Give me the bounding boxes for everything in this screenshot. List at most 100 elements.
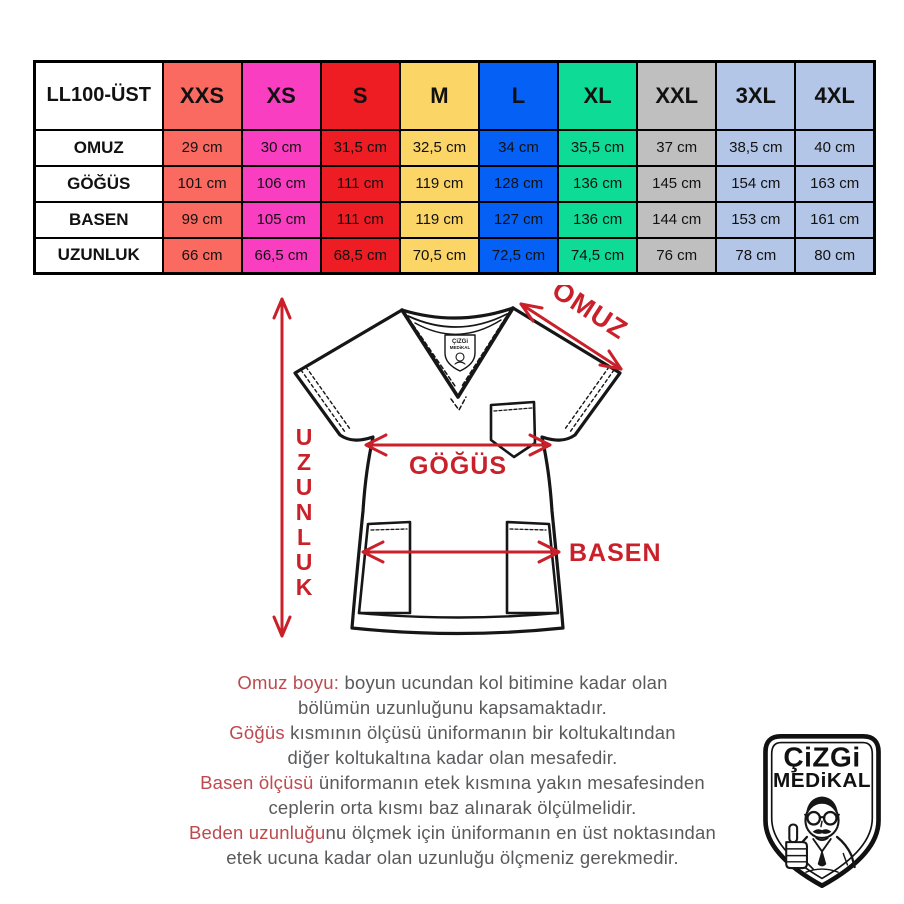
description-line: diğer koltukaltına kadar olan mesafedir. [120,745,785,770]
size-table: LL100-ÜST XXS XS S M L XL XXL 3XL 4XL OMUZ 29 cm 3… [33,60,876,275]
size-table-body: OMUZ 29 cm 30 cm 31,5 cm 32,5 cm 34 cm 35,5 cm… [33,128,876,275]
size-cell: 78 cm [715,236,797,275]
description-line: ceplerin orta kısmı baz alınarak ölçülme… [120,795,785,820]
size-col-header: XL [557,60,639,131]
scrub-top-drawing: ÇiZGi MEDiKAL [272,285,662,638]
size-cell: 145 cm [636,164,718,203]
size-col-header: 4XL [794,60,876,131]
brand-logo: ÇiZGi MEDiKAL [763,734,881,888]
size-cell: 30 cm [240,128,322,167]
garment-diagram: ÇiZGi MEDiKAL [255,285,675,665]
description-text: nu ölçmek için üniformanın en üst noktas… [325,822,717,843]
size-cell: 31,5 cm [319,128,401,167]
size-cell: 38,5 cm [715,128,797,167]
description-line: etek ucuna kadar olan uzunluğu ölçmeniz … [120,845,785,870]
neck-stitching [408,316,507,411]
size-cell: 163 cm [794,164,876,203]
size-col-header: L [477,60,560,131]
size-cell: 74,5 cm [557,236,639,275]
inner-collar-band [414,319,502,335]
table-row: UZUNLUK 66 cm 66,5 cm 68,5 cm 70,5 cm 72,5 cm… [33,236,876,275]
chest-arrow [364,433,552,457]
description-line: Basen ölçüsü üniformanın etek kısmına ya… [120,770,785,795]
v-neck-line [400,306,515,399]
hip-label: BASEN [569,539,662,567]
description-lead: Beden uzunluğu [188,822,326,843]
length-arrow [272,297,292,638]
size-cell: 66 cm [161,236,243,275]
neck-badge-text2: MEDiKAL [450,345,471,350]
size-cell: 72,5 cm [477,236,560,275]
size-cell: 106 cm [240,164,322,203]
size-cell: 154 cm [715,164,797,203]
logo-mascot [785,796,856,873]
size-cell: 119 cm [398,164,480,203]
size-cell: 34 cm [477,128,560,167]
hem-band-line [357,611,560,619]
size-cell: 128 cm [477,164,560,203]
size-cell: 111 cm [319,164,401,203]
size-col-header: XS [240,60,322,131]
description-text: boyun ucundan kol bitimine kadar olan [339,672,668,693]
table-row: OMUZ 29 cm 30 cm 31,5 cm 32,5 cm 34 cm 35,5 cm… [33,128,876,167]
description-text: üniformanın etek kısmına yakın mesafesin… [313,772,705,793]
row-label: OMUZ [33,128,164,167]
size-cell: 144 cm [636,200,718,239]
inner-collar-arc [407,313,508,328]
description-text: ceplerin orta kısmı baz alınarak ölçülme… [268,797,637,818]
size-cell: 105 cm [240,200,322,239]
size-cell: 37 cm [636,128,718,167]
size-cell: 111 cm [319,200,401,239]
brand-name-line2: MEDiKAL [773,769,871,792]
description-line: bölümün uzunluğunu kapsamaktadır. [120,695,785,720]
left-hip-pocket-stitch [370,528,408,531]
size-cell: 136 cm [557,164,639,203]
row-label: UZUNLUK [33,236,164,275]
length-label: U Z U N L U K [295,424,313,600]
description-lead: Omuz boyu: [237,672,340,693]
table-row: BASEN 99 cm 105 cm 111 cm 119 cm 127 cm 136 cm… [33,200,876,239]
description-text: etek ucuna kadar olan uzunluğu ölçmeniz … [226,847,679,868]
right-hip-pocket-stitch [509,528,547,531]
size-cell: 153 cm [715,200,797,239]
size-cell: 35,5 cm [557,128,639,167]
size-cell: 32,5 cm [398,128,480,167]
description-lead: Göğüs [229,722,285,743]
brand-name-line1: ÇiZGi [783,741,860,772]
size-cell: 76 cm [636,236,718,275]
hip-arrow [361,540,561,564]
size-cell: 127 cm [477,200,560,239]
size-col-header: XXS [161,60,243,131]
size-cell: 80 cm [794,236,876,275]
row-label: BASEN [33,200,164,239]
size-col-header: 3XL [715,60,797,131]
description-block: Omuz boyu: boyun ucundan kol bitimine ka… [120,670,785,870]
sleeve-stitching [300,366,615,433]
chest-pocket-stitch [493,407,533,412]
left-hip-pocket [357,520,412,615]
size-col-header: M [398,60,480,131]
table-row: GÖĞÜS 101 cm 106 cm 111 cm 119 cm 128 cm 136 c… [33,164,876,203]
size-col-header: S [319,60,401,131]
product-code-cell: LL100-ÜST [33,60,164,131]
size-col-header: XXL [636,60,718,131]
size-cell: 119 cm [398,200,480,239]
description-line: Omuz boyu: boyun ucundan kol bitimine ka… [120,670,785,695]
size-cell: 70,5 cm [398,236,480,275]
size-cell: 40 cm [794,128,876,167]
size-cell: 66,5 cm [240,236,322,275]
size-table-header-row: LL100-ÜST XXS XS S M L XL XXL 3XL 4XL [33,60,876,131]
description-line: Göğüs kısmının ölçüsü üniformanın bir ko… [120,720,785,745]
neck-badge-logo: ÇiZGi MEDiKAL [444,334,476,372]
size-cell: 29 cm [161,128,243,167]
description-text: diğer koltukaltına kadar olan mesafedir. [287,747,618,768]
size-cell: 161 cm [794,200,876,239]
size-cell: 68,5 cm [319,236,401,275]
row-label: GÖĞÜS [33,164,164,203]
right-hip-pocket [505,520,560,615]
shoulder-arrow [519,302,623,371]
size-cell: 101 cm [161,164,243,203]
description-line: Beden uzunluğunu ölçmek için üniformanın… [120,820,785,845]
description-lead: Basen ölçüsü [200,772,314,793]
